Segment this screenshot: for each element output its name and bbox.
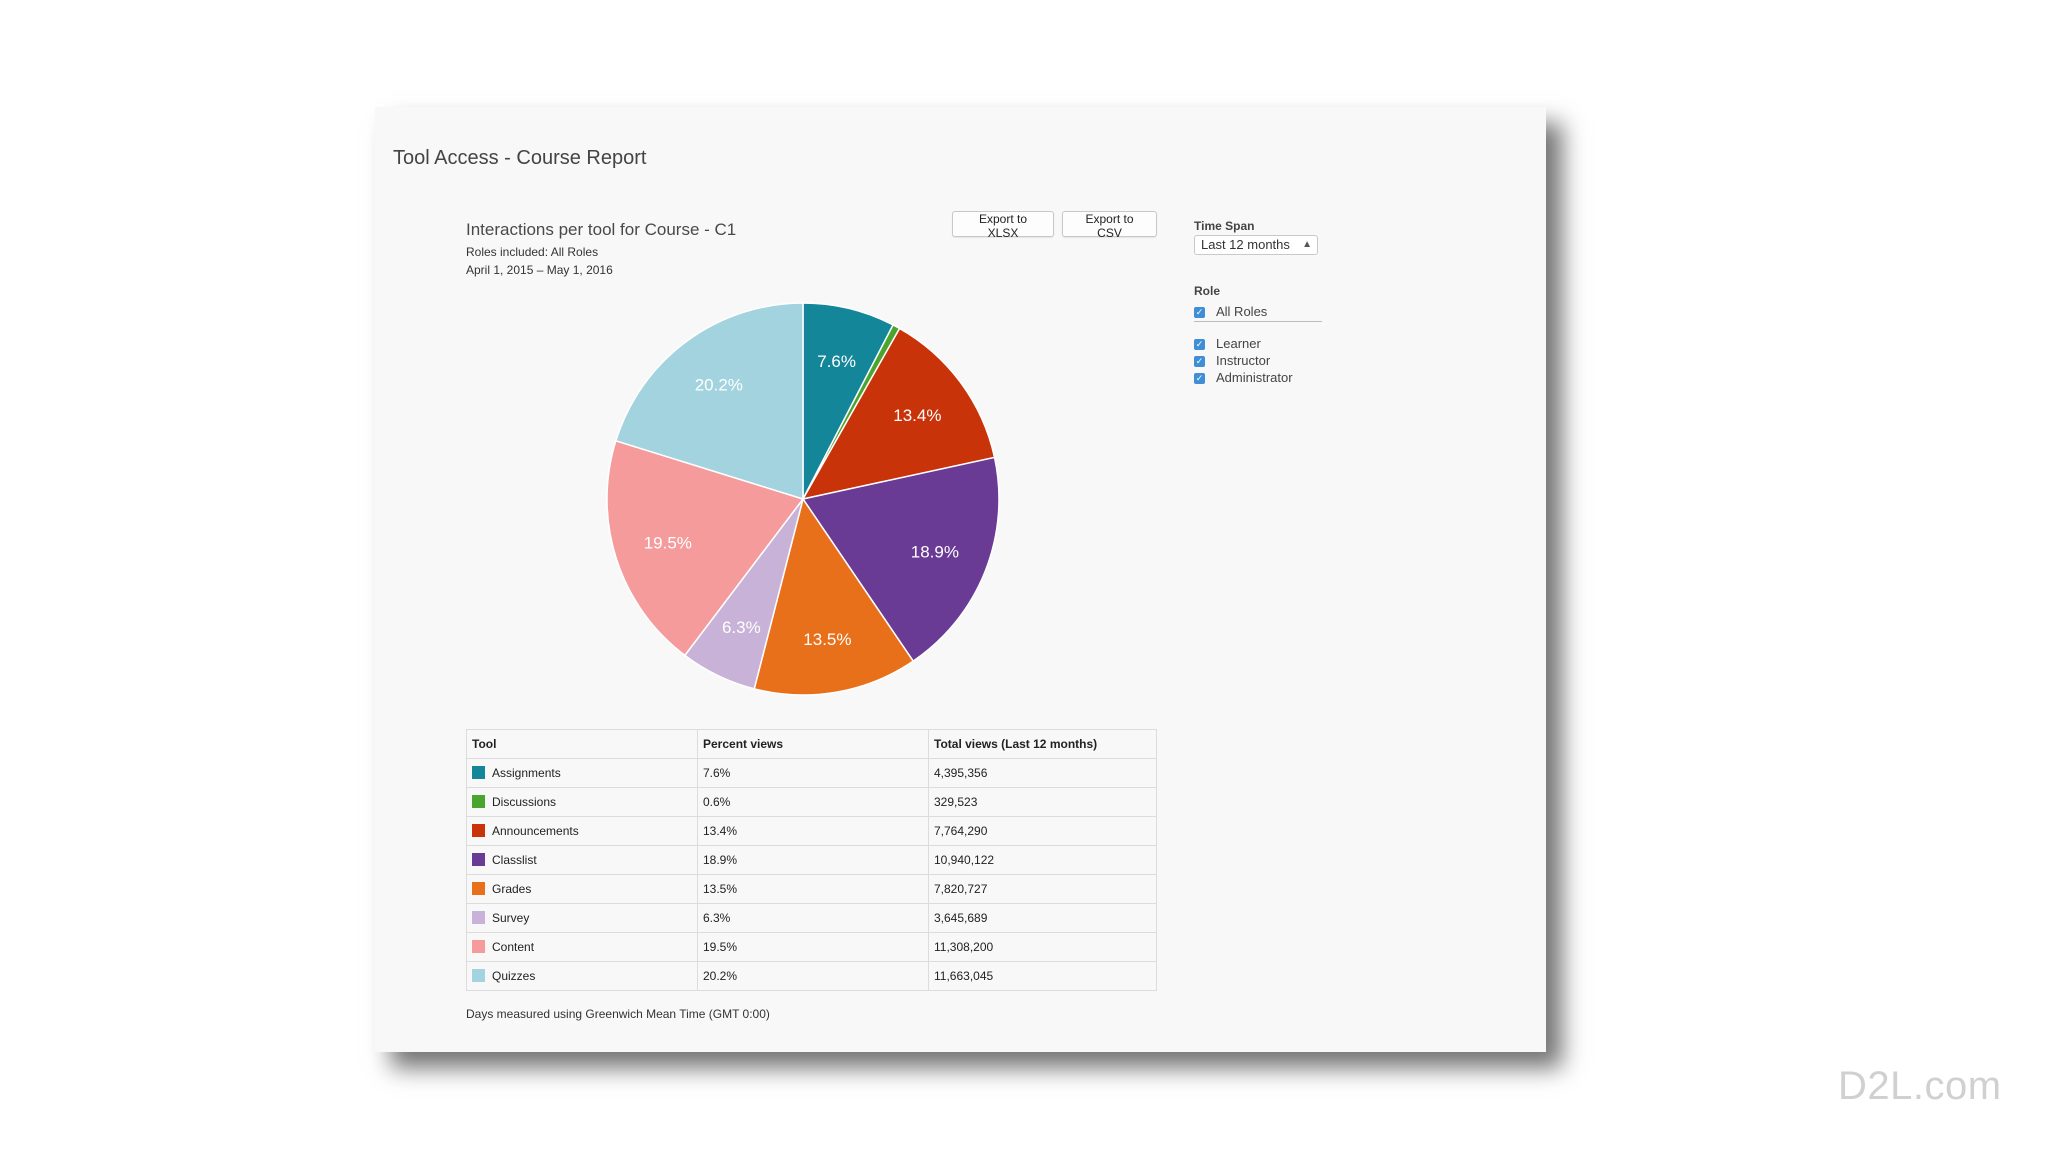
slice-label: 6.3% <box>722 618 761 637</box>
cell-tool: Survey <box>466 903 698 933</box>
cell-percent: 13.4% <box>697 816 929 846</box>
table-header-row: Tool Percent views Total views (Last 12 … <box>466 729 1157 759</box>
legend-swatch <box>472 969 485 982</box>
date-range-text: April 1, 2015 – May 1, 2016 <box>466 263 613 277</box>
table-row: Quizzes 20.2% 11,663,045 <box>466 961 1157 991</box>
cell-percent: 6.3% <box>697 903 929 933</box>
cell-total: 11,663,045 <box>928 961 1157 991</box>
column-header-total: Total views (Last 12 months) <box>928 729 1157 759</box>
role-checkbox-learner[interactable]: ✓ Learner <box>1194 336 1261 351</box>
pie-chart: 7.6% 13.4% 18.9% 13.5% 6.3% 19.5% 20.2% <box>606 302 1000 696</box>
cell-tool: Announcements <box>466 816 698 846</box>
cell-total: 3,645,689 <box>928 903 1157 933</box>
table-row: Classlist 18.9% 10,940,122 <box>466 845 1157 875</box>
legend-swatch <box>472 911 485 924</box>
slice-label: 20.2% <box>695 376 743 395</box>
checkbox-checked-icon: ✓ <box>1194 307 1205 318</box>
checkbox-checked-icon: ✓ <box>1194 356 1205 367</box>
table-row: Announcements 13.4% 7,764,290 <box>466 816 1157 846</box>
tool-name: Grades <box>492 882 532 896</box>
slice-label: 13.4% <box>893 406 941 425</box>
slice-label: 18.9% <box>911 543 959 562</box>
tool-name: Content <box>492 940 535 954</box>
cell-percent: 13.5% <box>697 874 929 904</box>
pie-slice-quizzes[interactable] <box>614 302 804 501</box>
time-span-value: Last 12 months <box>1201 237 1290 252</box>
cell-percent: 7.6% <box>697 758 929 788</box>
export-xlsx-button[interactable]: Export to XLSX <box>952 211 1054 240</box>
column-header-percent: Percent views <box>697 729 929 759</box>
legend-swatch <box>472 824 485 837</box>
cell-tool: Assignments <box>466 758 698 788</box>
cell-percent: 0.6% <box>697 787 929 817</box>
table-row: Survey 6.3% 3,645,689 <box>466 903 1157 933</box>
legend-swatch <box>472 766 485 779</box>
tool-name: Classlist <box>492 853 537 867</box>
cell-tool: Quizzes <box>466 961 698 991</box>
cell-total: 11,308,200 <box>928 932 1157 962</box>
pie-slice-announcements[interactable] <box>801 327 996 501</box>
cell-percent: 20.2% <box>697 961 929 991</box>
table-row: Content 19.5% 11,308,200 <box>466 932 1157 962</box>
cell-total: 10,940,122 <box>928 845 1157 875</box>
data-table: Tool Percent views Total views (Last 12 … <box>466 729 1157 991</box>
divider <box>1194 321 1322 322</box>
pie-slice-content[interactable] <box>606 439 805 657</box>
report-panel: Tool Access - Course Report Interactions… <box>375 107 1546 1052</box>
export-csv-button[interactable]: Export to CSV <box>1062 211 1157 240</box>
slice-label: 19.5% <box>644 533 692 552</box>
cell-percent: 18.9% <box>697 845 929 875</box>
time-span-select[interactable]: Last 12 months ▲ <box>1194 235 1318 255</box>
slice-label: 13.5% <box>803 630 851 649</box>
legend-swatch <box>472 882 485 895</box>
footnote: Days measured using Greenwich Mean Time … <box>466 1007 770 1021</box>
slice-label: 7.6% <box>817 352 856 371</box>
tool-name: Discussions <box>492 795 557 809</box>
roles-included-text: Roles included: All Roles <box>466 245 599 259</box>
role-checkbox-administrator[interactable]: ✓ Administrator <box>1194 370 1293 385</box>
pie-slice-grades[interactable] <box>753 497 915 696</box>
table-row: Assignments 7.6% 4,395,356 <box>466 758 1157 788</box>
chart-title: Interactions per tool for Course - C1 <box>466 220 737 239</box>
cell-percent: 19.5% <box>697 932 929 962</box>
tool-name: Announcements <box>492 824 579 838</box>
role-label: Role <box>1194 284 1221 298</box>
tool-name: Quizzes <box>492 969 536 983</box>
cell-total: 7,820,727 <box>928 874 1157 904</box>
table-row: Discussions 0.6% 329,523 <box>466 787 1157 817</box>
cell-total: 4,395,356 <box>928 758 1157 788</box>
pie-slice-classlist[interactable] <box>801 456 1000 663</box>
legend-swatch <box>472 853 485 866</box>
cell-tool: Classlist <box>466 845 698 875</box>
cell-tool: Content <box>466 932 698 962</box>
table-row: Grades 13.5% 7,820,727 <box>466 874 1157 904</box>
pie-slice-assignments[interactable] <box>802 302 895 500</box>
role-checkbox-all-roles[interactable]: ✓ All Roles <box>1194 304 1268 319</box>
legend-swatch <box>472 940 485 953</box>
tool-name: Survey <box>492 911 530 925</box>
cell-tool: Grades <box>466 874 698 904</box>
cell-total: 329,523 <box>928 787 1157 817</box>
legend-swatch <box>472 795 485 808</box>
tool-name: Assignments <box>492 766 561 780</box>
time-span-label: Time Span <box>1194 219 1255 233</box>
checkbox-checked-icon: ✓ <box>1194 339 1205 350</box>
cell-tool: Discussions <box>466 787 698 817</box>
select-arrows-icon: ▲ <box>1302 239 1312 250</box>
cell-total: 7,764,290 <box>928 816 1157 846</box>
column-header-tool: Tool <box>466 729 698 759</box>
page-title: Tool Access - Course Report <box>393 147 647 169</box>
role-checkbox-instructor[interactable]: ✓ Instructor <box>1194 353 1271 368</box>
checkbox-checked-icon: ✓ <box>1194 373 1205 384</box>
filter-panel: Time Span Last 12 months ▲ Role ✓ All Rol… <box>1194 219 1334 385</box>
brand-watermark: D2L.com <box>1838 1064 2002 1108</box>
